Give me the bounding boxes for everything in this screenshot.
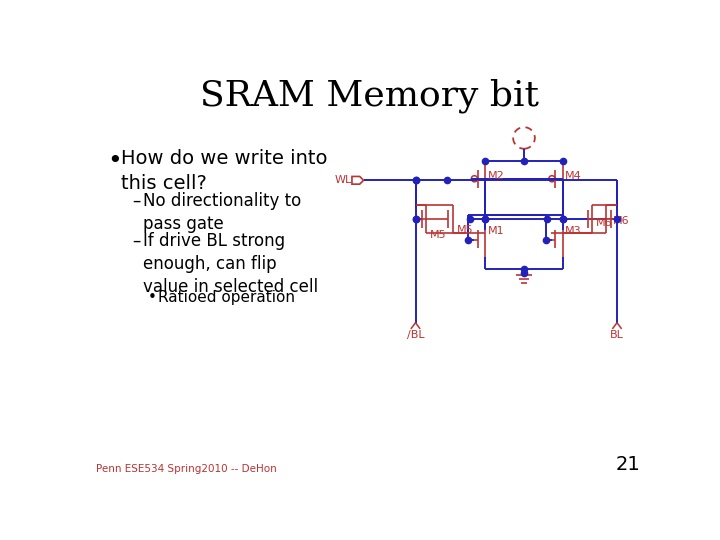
Text: If drive BL strong
enough, can flip
value in selected cell: If drive BL strong enough, can flip valu… [143,232,318,296]
Text: M4: M4 [565,172,582,181]
Text: 21: 21 [616,455,640,475]
Text: •: • [148,289,157,305]
Text: M6: M6 [613,216,630,226]
Text: •: • [107,150,122,173]
Text: M5: M5 [429,230,446,240]
Text: M5: M5 [456,225,473,235]
Text: WL: WL [335,174,352,185]
Text: Ratioed operation: Ratioed operation [158,289,295,305]
Text: –: – [132,232,141,250]
Text: /BL: /BL [407,330,424,340]
Text: M3: M3 [565,226,582,237]
Text: Penn ESE534 Spring2010 -- DeHon: Penn ESE534 Spring2010 -- DeHon [96,464,277,475]
Text: How do we write into
this cell?: How do we write into this cell? [121,150,328,193]
Text: M2: M2 [487,172,504,181]
Text: –: – [132,192,141,210]
Text: No directionality to
pass gate: No directionality to pass gate [143,192,301,233]
Text: BL: BL [610,330,624,340]
Text: M6: M6 [596,218,613,228]
Text: SRAM Memory bit: SRAM Memory bit [199,79,539,113]
Text: M1: M1 [487,226,504,237]
